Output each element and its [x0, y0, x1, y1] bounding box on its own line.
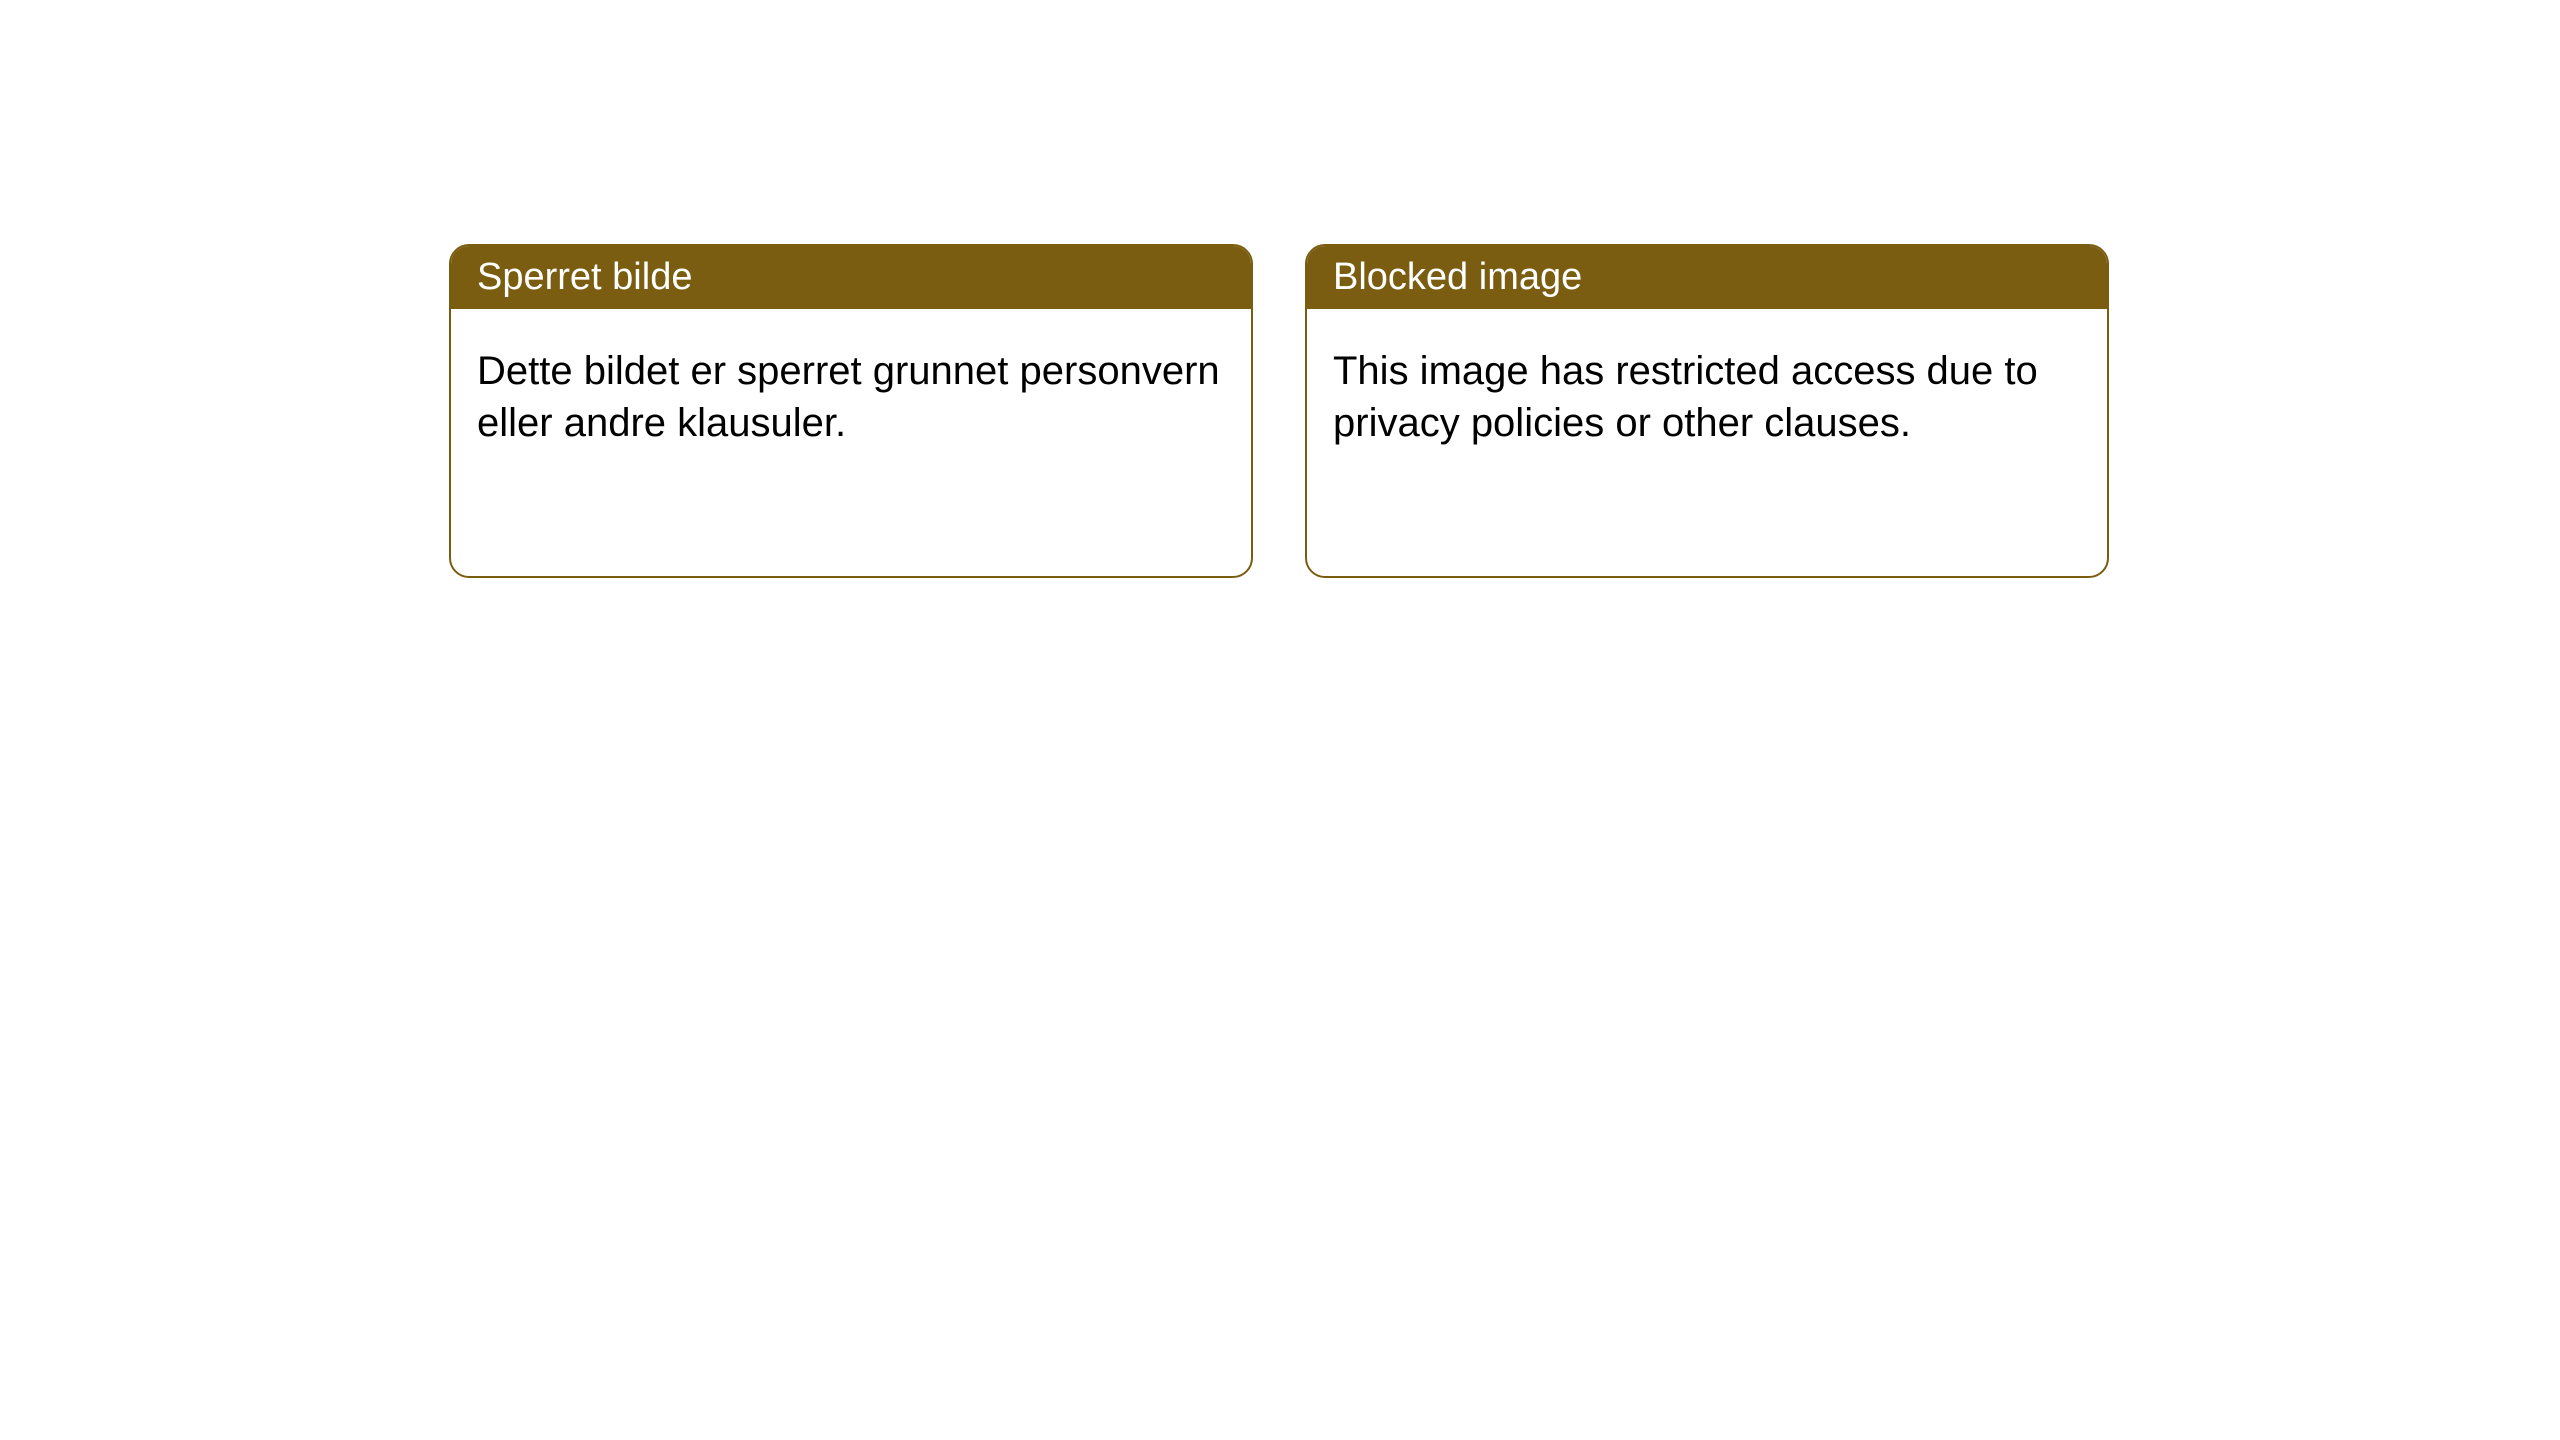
- notice-body: Dette bildet er sperret grunnet personve…: [451, 309, 1251, 485]
- notice-body: This image has restricted access due to …: [1307, 309, 2107, 485]
- notice-card-norwegian: Sperret bilde Dette bildet er sperret gr…: [449, 244, 1253, 578]
- notice-container: Sperret bilde Dette bildet er sperret gr…: [449, 244, 2109, 578]
- notice-header: Blocked image: [1307, 246, 2107, 309]
- notice-card-english: Blocked image This image has restricted …: [1305, 244, 2109, 578]
- notice-header: Sperret bilde: [451, 246, 1251, 309]
